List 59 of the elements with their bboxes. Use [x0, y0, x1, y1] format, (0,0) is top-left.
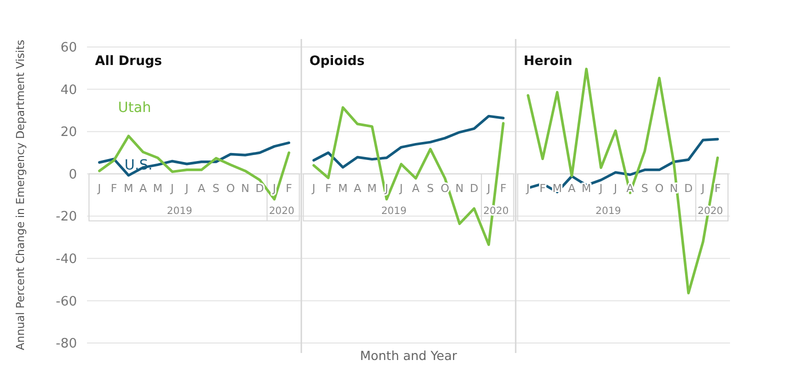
annotation: 2019	[596, 206, 621, 217]
x-tick-label: A	[354, 182, 362, 195]
y-tick-label: 60	[60, 40, 77, 56]
x-tick-label: F	[286, 182, 292, 195]
y-tick-label: -20	[56, 210, 77, 225]
y-tick-label: -80	[56, 336, 77, 352]
x-tick-label: S	[426, 182, 434, 195]
x-tick-label: J	[384, 182, 388, 195]
x-tick-label: J	[398, 182, 403, 195]
x-tick-label: J	[184, 182, 188, 195]
annotation: 2019	[166, 206, 192, 217]
x-tick-label: S	[641, 182, 648, 195]
y-axis-title: Annual Percent Change in Emergency Department Visits	[14, 39, 27, 350]
x-tick-label: N	[241, 182, 250, 195]
x-tick-label: F	[714, 182, 721, 195]
y-tick-label: 20	[60, 125, 77, 140]
x-tick-label: A	[139, 182, 148, 195]
x-tick-label: S	[212, 182, 220, 195]
text: Opioids	[309, 54, 365, 69]
x-tick-label: O	[226, 182, 236, 195]
x-tick-label: M	[552, 182, 562, 195]
y-tick-label: -60	[56, 294, 77, 310]
x-tick-label: J	[272, 182, 276, 195]
x-tick-label: F	[539, 182, 546, 195]
x-tick-label: J	[700, 182, 705, 195]
x-tick-label: M	[152, 182, 162, 195]
x-tick-label: M	[367, 182, 377, 195]
x-tick-label: J	[612, 182, 618, 195]
x-tick-label: F	[110, 182, 118, 195]
x-tick-label: A	[412, 182, 420, 195]
x-tick-label: O	[654, 182, 664, 195]
x-tick-label: J	[311, 182, 316, 195]
x-tick-label: M	[582, 182, 592, 195]
x-tick-label: F	[325, 182, 332, 195]
line-series	[98, 134, 290, 201]
x-tick-label: J	[525, 182, 530, 195]
x-tick-label: D	[256, 182, 264, 195]
x-tick-label: J	[486, 182, 490, 195]
x-tick-label: N	[455, 182, 464, 195]
x-tick-label: J	[96, 182, 101, 195]
x-tick-label: D	[684, 182, 693, 195]
annotation: 2020	[268, 206, 294, 217]
y-tick-label: 0	[68, 167, 77, 182]
x-tick-label: M	[338, 182, 348, 195]
line-series	[98, 141, 290, 177]
series-label: Utah	[118, 100, 152, 116]
x-tick-label: J	[170, 182, 174, 195]
x-tick-label: F	[500, 182, 506, 195]
x-tick-label: J	[598, 182, 603, 195]
x-tick-label: D	[470, 182, 478, 195]
x-tick-label: A	[568, 182, 576, 195]
x-tick-label: A	[198, 182, 206, 195]
text: All Drugs	[95, 54, 162, 69]
y-tick-label: -40	[56, 252, 77, 267]
y-tick-label: 40	[60, 82, 77, 98]
text: Heroin	[524, 54, 572, 69]
x-tick-label: M	[124, 182, 134, 195]
x-axis-title: Month and Year	[360, 348, 458, 363]
annotation: 2019	[381, 206, 407, 217]
